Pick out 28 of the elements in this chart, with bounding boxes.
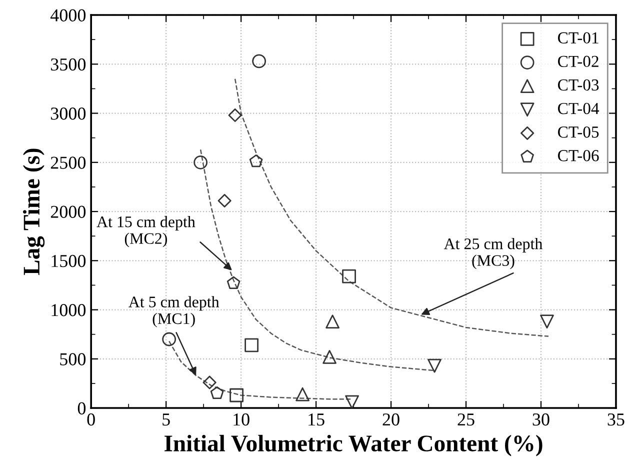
legend-label: CT-01 [558,32,598,44]
legend-label: CT-02 [558,56,598,68]
x-axis-title: Initial Volumetric Water Content (%) [164,434,542,456]
legend-label: CT-05 [558,126,599,138]
y-tick-label: 2500 [50,156,86,169]
x-tick-label: 30 [532,413,550,426]
legend-label: CT-03 [558,79,599,91]
y-tick-label: 3000 [50,108,86,120]
y-tick-label: 500 [60,353,86,366]
y-axis-title: Lag Time (s) [22,148,45,275]
x-tick-label: 5 [162,414,170,426]
y-tick-label: 1000 [52,304,86,316]
x-tick-label: 20 [382,413,400,426]
y-tick-label: 0 [78,402,86,414]
legend-label: CT-04 [558,102,600,114]
x-tick-label: 35 [608,413,624,426]
y-tick-label: 1500 [52,254,86,268]
x-tick-label: 0 [87,413,95,426]
y-tick-label: 3500 [50,58,86,71]
x-tick-label: 25 [458,413,474,426]
annotation: At 5 cm depth (MC1) [128,296,220,328]
legend-label: CT-06 [558,150,599,162]
x-tick-label: 15 [308,414,324,426]
y-tick-label: 4000 [50,9,86,22]
x-tick-label: 10 [234,413,250,426]
annotation: At 25 cm depth (MC3) [444,238,542,270]
y-tick-label: 2000 [50,206,86,218]
annotation: At 15 cm depth (MC2) [96,216,196,248]
